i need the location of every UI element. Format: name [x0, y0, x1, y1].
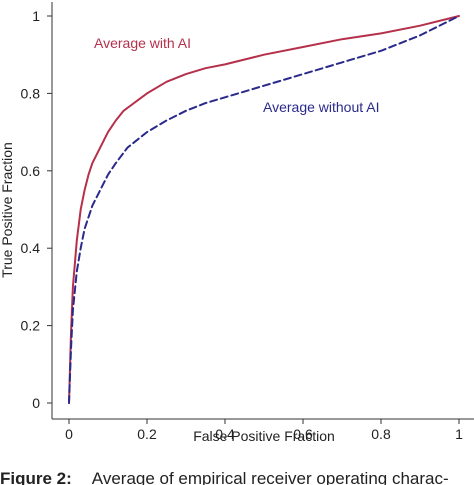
- x-tick-label: 0.6: [293, 426, 313, 442]
- series-lines: [68, 15, 460, 404]
- series-label-with-ai: Average with AI: [94, 35, 191, 51]
- series-line-with-ai: [68, 15, 460, 404]
- x-axis-label: False Positive Fraction: [193, 428, 335, 444]
- x-tick-label: 0.4: [215, 426, 235, 442]
- ticks: 0 0.2 0.4 0.6 0.8 1 0 0.2 0.4 0.6 0.8 1: [21, 8, 464, 442]
- y-tick-label: 0: [32, 395, 40, 411]
- x-tick-label: 0: [65, 426, 73, 442]
- series-label-without-ai: Average without AI: [263, 99, 379, 115]
- x-tick-label: 0.2: [137, 426, 157, 442]
- caption-text: Average of empirical receiver operating …: [91, 469, 449, 485]
- roc-chart: 0 0.2 0.4 0.6 0.8 1 0 0.2 0.4 0.6 0.8 1 False Posit…: [0, 2, 474, 444]
- x-tick-label: 0.8: [371, 426, 391, 442]
- series-line-without-ai: [68, 15, 460, 404]
- y-tick-label: 0.2: [21, 318, 41, 334]
- y-tick-label: 0.4: [21, 240, 41, 256]
- y-tick-label: 1: [32, 8, 40, 24]
- figure-caption: Figure 2: Average of empirical receiver o…: [0, 469, 474, 485]
- y-tick-label: 0.8: [21, 85, 41, 101]
- figure-label: Figure 2:: [0, 469, 72, 485]
- x-tick-label: 1: [455, 426, 463, 442]
- y-tick-label: 0.6: [21, 163, 41, 179]
- y-axis-label: True Positive Fraction: [0, 142, 15, 278]
- axes: [51, 2, 474, 420]
